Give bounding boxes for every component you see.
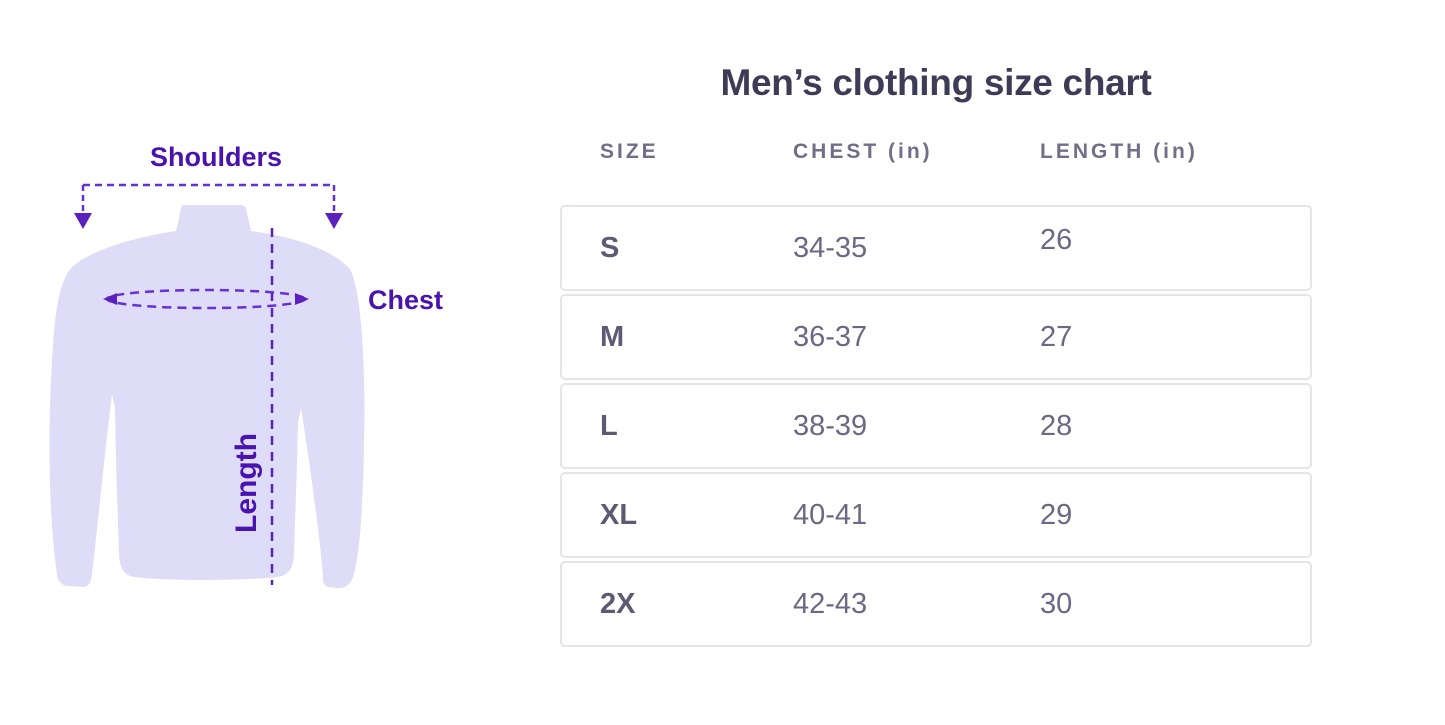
shirt-silhouette <box>49 205 365 589</box>
column-header-chest: CHEST (in) <box>793 140 933 163</box>
cell-chest: 38-39 <box>793 409 868 442</box>
table-header: SIZE CHEST (in) LENGTH (in) <box>560 140 1312 164</box>
chest-label: Chest <box>368 285 444 315</box>
table-row: 2X 42-43 30 <box>560 561 1312 647</box>
cell-chest: 36-37 <box>793 320 868 353</box>
page-title: Men’s clothing size chart <box>720 62 1152 103</box>
table-row: S 34-35 26 <box>560 205 1312 291</box>
cell-size: XL <box>600 498 638 531</box>
right-arrow-icon <box>295 293 309 305</box>
cell-chest: 34-35 <box>793 231 868 264</box>
shoulders-label: Shoulders <box>150 142 283 172</box>
shirt-illustration <box>49 183 365 589</box>
cell-chest: 42-43 <box>793 587 868 620</box>
down-arrow-icon <box>74 213 92 229</box>
left-arrow-icon <box>103 293 117 305</box>
table-row: XL 40-41 29 <box>560 472 1312 558</box>
cell-length: 27 <box>1040 320 1073 353</box>
column-header-length: LENGTH (in) <box>1040 140 1198 163</box>
cell-size: L <box>600 409 618 442</box>
cell-chest: 40-41 <box>793 498 868 531</box>
cell-size: S <box>600 231 620 264</box>
cell-length: 30 <box>1040 587 1073 620</box>
cell-size: M <box>600 320 625 353</box>
cell-length: 28 <box>1040 409 1073 442</box>
cell-length: 29 <box>1040 498 1073 531</box>
table-body: S 34-35 26 M 36-37 27 L 38-39 28 XL 40-4… <box>560 205 1312 650</box>
table-row: L 38-39 28 <box>560 383 1312 469</box>
table-row: M 36-37 27 <box>560 294 1312 380</box>
cell-length: 26 <box>1040 223 1073 256</box>
down-arrow-icon <box>325 213 343 229</box>
column-header-size: SIZE <box>600 140 659 163</box>
length-label: Length <box>230 433 263 533</box>
shirt-measurement-diagram: Shoulders Chest Length <box>0 0 500 725</box>
size-chart: Men’s clothing size chart SIZE CHEST (in… <box>560 0 1312 725</box>
cell-size: 2X <box>600 587 636 620</box>
